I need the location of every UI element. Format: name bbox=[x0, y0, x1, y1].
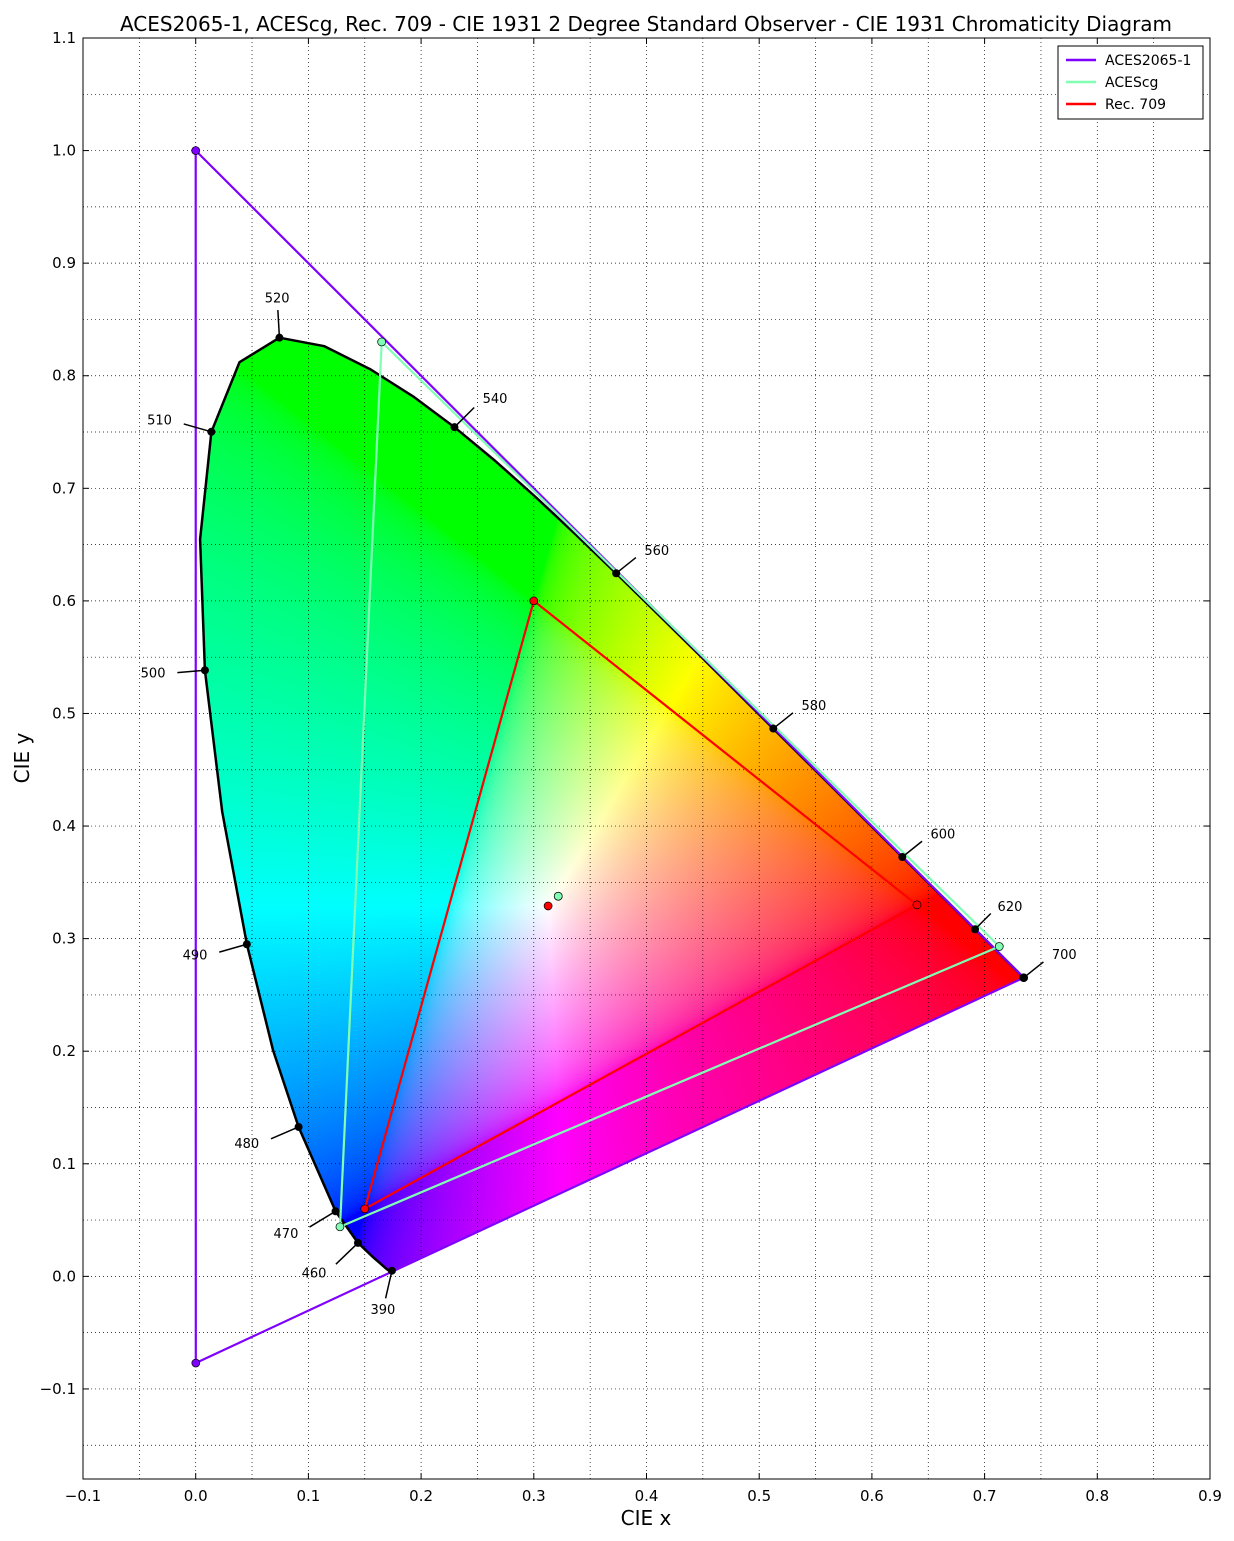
wavelength-label-560: 560 bbox=[644, 544, 669, 559]
chart-title: ACES2065-1, ACEScg, Rec. 709 - CIE 1931 … bbox=[120, 12, 1172, 36]
x-tick-label: 0.7 bbox=[973, 1487, 997, 1505]
wavelength-label-480: 480 bbox=[234, 1137, 259, 1152]
wavelength-tick-510 bbox=[183, 423, 212, 433]
legend: ACES2065-1 ACEScg Rec. 709 bbox=[1057, 45, 1204, 120]
wavelength-tick-390 bbox=[384, 1270, 393, 1299]
x-tick-label: 0.2 bbox=[409, 1487, 433, 1505]
y-axis-label: CIE y bbox=[10, 732, 34, 783]
y-tick-label: 0.5 bbox=[52, 704, 76, 722]
primary-point-rec-709 bbox=[529, 596, 539, 606]
y-tick-label: 0.9 bbox=[52, 254, 76, 272]
wavelength-point-560 bbox=[612, 569, 621, 578]
wavelength-point-520 bbox=[275, 333, 284, 342]
y-tick-label: −0.1 bbox=[40, 1380, 76, 1398]
primary-point-acescg bbox=[335, 1222, 345, 1232]
wavelength-label-520: 520 bbox=[265, 291, 290, 306]
wavelength-point-580 bbox=[769, 724, 778, 733]
wavelength-tick-490 bbox=[219, 943, 248, 953]
wavelength-label-470: 470 bbox=[274, 1227, 299, 1242]
wavelength-label-510: 510 bbox=[147, 414, 172, 429]
y-tick-label: 0.3 bbox=[52, 930, 76, 948]
grid-lines bbox=[82, 37, 1211, 1479]
wavelength-tick-500 bbox=[177, 669, 206, 674]
wavelength-label-620: 620 bbox=[998, 900, 1023, 915]
primary-point-rec-709 bbox=[912, 900, 922, 910]
x-tick-label: 0.8 bbox=[1085, 1487, 1109, 1505]
wavelength-tick-520 bbox=[277, 310, 281, 338]
wavelength-label-540: 540 bbox=[483, 392, 508, 407]
y-tick-label: 0.2 bbox=[52, 1042, 76, 1060]
whitepoint-acescg bbox=[553, 891, 563, 901]
gamut-triangle-acescg bbox=[338, 340, 1001, 1228]
x-tick-label: −0.1 bbox=[65, 1487, 101, 1505]
x-axis-label: CIE x bbox=[621, 1506, 672, 1530]
wavelength-point-460 bbox=[353, 1238, 362, 1247]
axis-ticks: −0.1 0.0 0.1 0.2 0.3 0.4 0.5 0.6 0.7 0.8 0.9 −0.1 0.… bbox=[40, 29, 1222, 1505]
y-tick-label: 0.4 bbox=[52, 817, 76, 835]
y-tick-label: 1.0 bbox=[52, 142, 76, 160]
x-tick-label: 0.5 bbox=[747, 1487, 771, 1505]
x-tick-label: 0.0 bbox=[184, 1487, 208, 1505]
wavelength-point-390 bbox=[387, 1266, 396, 1275]
legend-label-acescg: ACEScg bbox=[1105, 75, 1158, 91]
gamut-triangle-rec-709 bbox=[363, 599, 919, 1210]
x-tick-label: 0.9 bbox=[1198, 1487, 1222, 1505]
x-tick-label: 0.4 bbox=[635, 1487, 659, 1505]
wavelength-label-600: 600 bbox=[931, 827, 956, 842]
whitepoint-rec-709 bbox=[543, 901, 553, 911]
wavelength-label-700: 700 bbox=[1052, 948, 1077, 963]
wavelength-point-600 bbox=[898, 853, 907, 862]
primary-point-acescg bbox=[994, 942, 1004, 951]
wavelength-label-580: 580 bbox=[801, 699, 826, 714]
wavelength-tick-540 bbox=[453, 406, 475, 428]
legend-label-rec-709: Rec. 709 bbox=[1105, 97, 1166, 113]
gamut-triangles bbox=[191, 146, 1029, 1368]
wavelength-tick-560 bbox=[615, 556, 637, 574]
y-tick-label: 1.1 bbox=[52, 29, 76, 47]
wavelength-tick-700 bbox=[1023, 961, 1044, 979]
wavelength-point-700 bbox=[1019, 973, 1028, 982]
x-tick-label: 0.6 bbox=[860, 1487, 884, 1505]
wavelength-point-620 bbox=[971, 925, 980, 934]
legend-label-aces2065-1: ACES2065-1 bbox=[1105, 53, 1191, 69]
wavelength-labels: 390 460 470 480 490 500 510 520 540 560 580 600 620 7… bbox=[141, 291, 1077, 1318]
wavelength-label-500: 500 bbox=[141, 667, 166, 682]
wavelength-tick-580 bbox=[772, 712, 794, 730]
wavelength-point-490 bbox=[242, 940, 251, 949]
primary-point-acescg bbox=[377, 337, 387, 347]
y-tick-label: 0.8 bbox=[52, 367, 76, 385]
x-tick-label: 0.3 bbox=[522, 1487, 546, 1505]
primary-point-rec-709 bbox=[360, 1204, 370, 1214]
wavelength-point-540 bbox=[450, 423, 459, 432]
x-tick-label: 0.1 bbox=[296, 1487, 320, 1505]
wavelength-label-390: 390 bbox=[370, 1303, 395, 1318]
wavelength-label-460: 460 bbox=[302, 1266, 327, 1281]
wavelength-point-480 bbox=[294, 1122, 303, 1131]
wavelength-point-500 bbox=[200, 666, 209, 675]
wavelength-point-510 bbox=[207, 427, 216, 436]
y-tick-label: 0.7 bbox=[52, 479, 76, 497]
primary-point-aces2065-1 bbox=[191, 1358, 201, 1368]
y-tick-label: 0.6 bbox=[52, 592, 76, 610]
wavelength-tick-460 bbox=[335, 1242, 359, 1265]
wavelength-tick-600 bbox=[901, 840, 923, 858]
wavelength-tick-480 bbox=[270, 1126, 299, 1140]
wavelength-label-490: 490 bbox=[183, 949, 208, 964]
y-tick-label: 0.0 bbox=[52, 1267, 76, 1285]
y-tick-label: 0.1 bbox=[52, 1155, 76, 1173]
wavelength-point-470 bbox=[331, 1207, 340, 1216]
primary-point-aces2065-1 bbox=[191, 146, 201, 155]
wavelength-tick-470 bbox=[309, 1210, 336, 1228]
